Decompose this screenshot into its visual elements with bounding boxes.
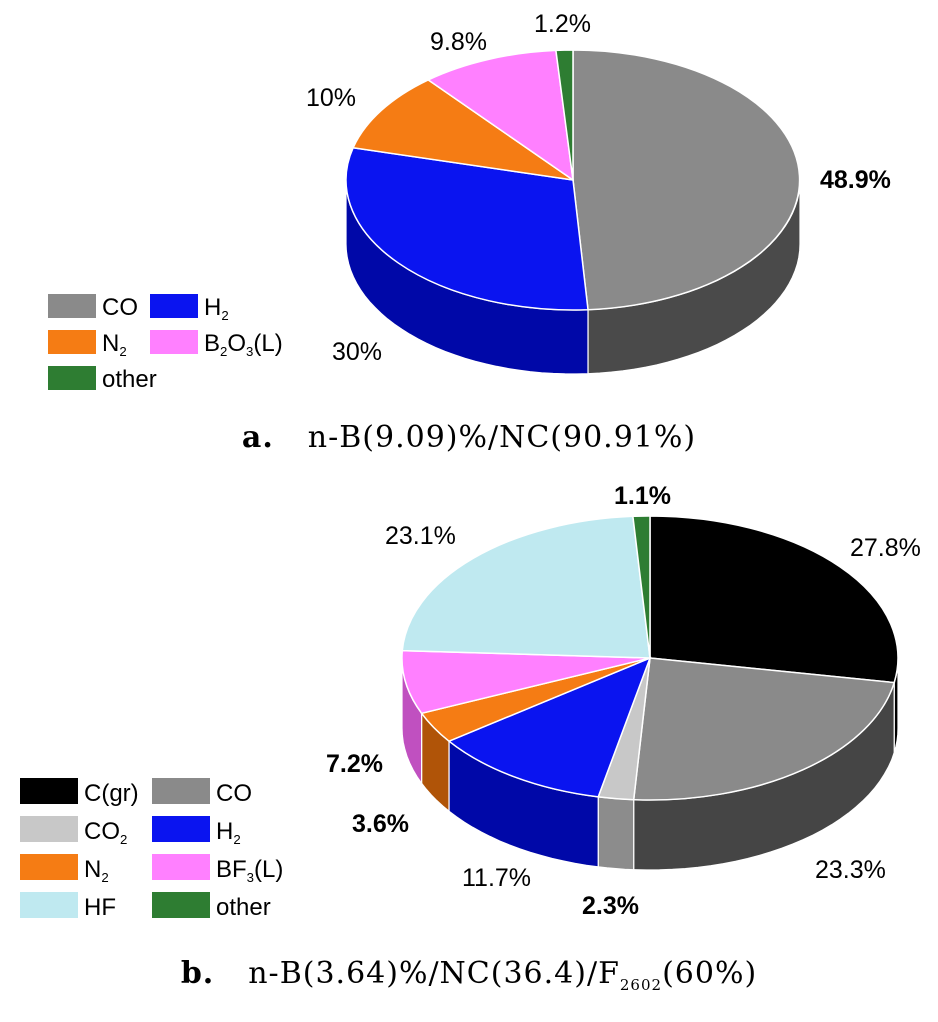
legend: CO H2 N2 B2O3(L) other <box>48 294 283 393</box>
legend-label: other <box>102 366 157 393</box>
caption-b: b. n-B(3.64)%/NC(36.4)/F2602(60%) <box>0 956 938 994</box>
pie-slice-hf <box>401 515 651 659</box>
legend-swatch <box>152 778 210 804</box>
pie-top <box>401 515 899 801</box>
pct-label-n2: 10% <box>306 84 356 112</box>
pct-label-hf: 23.1% <box>385 522 456 550</box>
legend-swatch <box>152 892 210 918</box>
panel-label-b: b. <box>180 956 215 991</box>
pct-label-c-gr: 27.8% <box>850 534 921 562</box>
pie-slice-co <box>632 657 896 801</box>
legend-label: B2O3(L) <box>204 330 283 359</box>
caption-b-text-2: (60%) <box>662 956 758 991</box>
pie-a-canvas: 48.9% 30% 10% 9.8% 1.2% CO H2 N2 B2O3(L) other <box>48 10 891 393</box>
caption-b-text-1: n-B(3.64)%/NC(36.4)/F <box>248 956 620 991</box>
legend-label: C(gr) <box>84 780 139 807</box>
pct-label-b2o3-l: 9.8% <box>430 28 487 56</box>
pie-slice-h2 <box>345 146 589 311</box>
legend-label: other <box>216 894 271 921</box>
legend-swatch <box>20 778 78 804</box>
pie-slice-n2 <box>352 79 574 181</box>
legend-item-other: other <box>152 892 271 921</box>
pie-side-walls <box>401 657 899 871</box>
legend-swatch <box>152 854 210 880</box>
legend-item-c-gr: C(gr) <box>20 778 139 807</box>
legend-item-n2: N2 <box>48 330 127 359</box>
legend-swatch <box>48 294 96 318</box>
pct-label-bf3-l: 7.2% <box>326 750 383 778</box>
pie-slice-h2 <box>447 656 652 798</box>
legend-item-h2: H2 <box>152 816 241 847</box>
legend-swatch <box>150 294 198 318</box>
legend-label: CO2 <box>84 818 127 847</box>
pct-label-other: 1.2% <box>534 10 591 38</box>
legend-label: H2 <box>204 294 229 323</box>
pct-label-co: 48.9% <box>820 166 891 194</box>
legend-label: BF3(L) <box>216 856 283 885</box>
pie-labels: 27.8% 23.3% 2.3% 11.7% 3.6% 7.2% 23.1% 1.1% <box>326 482 921 920</box>
pie-slice-co <box>572 49 801 311</box>
legend-swatch <box>20 816 78 842</box>
legend: C(gr) CO CO2 H2 N2 BF3(L) HF other <box>20 778 283 921</box>
legend-label: H2 <box>216 818 241 847</box>
legend-swatch <box>48 330 96 354</box>
legend-swatch <box>152 816 210 842</box>
legend-item-co: CO <box>48 294 138 321</box>
caption-b-sub: 2602 <box>619 976 663 994</box>
pct-label-other: 1.1% <box>614 482 671 510</box>
pie-top <box>345 49 801 311</box>
pie-slice-bf3-l <box>401 649 651 715</box>
pct-label-n2: 3.6% <box>352 810 409 838</box>
legend-item-co2: CO2 <box>20 816 127 847</box>
pct-label-co2: 2.3% <box>582 892 639 920</box>
pct-label-co: 23.3% <box>815 856 886 884</box>
pct-label-h2: 30% <box>332 338 382 366</box>
legend-item-hf: HF <box>20 892 116 921</box>
pie-slice-b2o3-l <box>426 49 574 182</box>
pie-chart-a: 48.9% 30% 10% 9.8% 1.2% CO H2 N2 B2O3(L) other a.… <box>0 0 938 490</box>
pie-labels: 48.9% 30% 10% 9.8% 1.2% <box>306 10 891 366</box>
pie-slice-other <box>555 49 574 181</box>
legend-label: N2 <box>84 856 109 885</box>
legend-item-n2: N2 <box>20 854 109 885</box>
pie-side-co2 <box>597 796 635 871</box>
legend-swatch <box>150 330 198 354</box>
caption-a-text: n-B(9.09)%/NC(90.91%) <box>307 420 697 455</box>
legend-label: CO <box>102 294 138 321</box>
pct-label-h2: 11.7% <box>462 864 531 892</box>
legend-label: HF <box>84 894 116 921</box>
legend-label: CO <box>216 780 252 807</box>
pie-slice-c-gr <box>649 515 899 684</box>
legend-item-other: other <box>48 366 157 393</box>
legend-item-b2-l: B2O3(L) <box>150 330 283 359</box>
legend-swatch <box>48 366 96 390</box>
legend-swatch <box>20 854 78 880</box>
pie-slice-other <box>632 515 651 659</box>
pie-chart-b: 27.8% 23.3% 2.3% 11.7% 3.6% 7.2% 23.1% 1.1% C(gr… <box>0 478 938 1022</box>
legend-label: N2 <box>102 330 127 359</box>
legend-item-co: CO <box>152 778 252 807</box>
caption-a: a. n-B(9.09)%/NC(90.91%) <box>0 420 938 455</box>
panel-label-a: a. <box>241 420 274 455</box>
legend-item-bf3-l: BF3(L) <box>152 854 283 885</box>
legend-swatch <box>20 892 78 918</box>
pie-b-canvas: 27.8% 23.3% 2.3% 11.7% 3.6% 7.2% 23.1% 1.1% C(gr… <box>20 482 921 921</box>
legend-item-h2: H2 <box>150 294 229 323</box>
